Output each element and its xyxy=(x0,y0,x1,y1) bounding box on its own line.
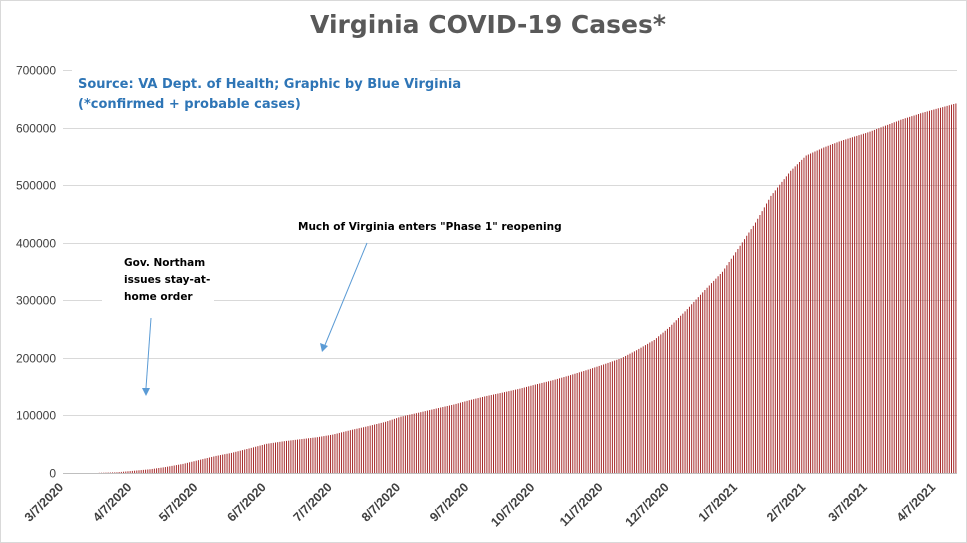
source-text: Source: VA Dept. of Health; Graphic by B… xyxy=(78,77,461,92)
y-tick-label: 300000 xyxy=(16,294,56,308)
y-tick-label: 100000 xyxy=(16,409,56,423)
y-tick-label: 400000 xyxy=(16,237,56,251)
y-tick-label: 0 xyxy=(49,467,56,481)
annotation-line: Much of Virginia enters "Phase 1" reopen… xyxy=(298,221,562,233)
annotation-line: Gov. Northam xyxy=(124,257,205,269)
y-tick-label: 700000 xyxy=(16,64,56,78)
annotation-box xyxy=(102,248,214,306)
annotation-line: issues stay-at- xyxy=(124,274,210,286)
source-note: (*confirmed + probable cases) xyxy=(78,97,301,112)
arrow-head-icon xyxy=(320,343,328,352)
annotation-box xyxy=(290,212,562,242)
arrow-head-icon xyxy=(142,388,150,396)
chart-title: Virginia COVID-19 Cases* xyxy=(310,10,666,39)
source-box-bg xyxy=(72,66,430,116)
y-tick-label: 200000 xyxy=(16,352,56,366)
annotation-stay-at-home: Gov. Northam issues stay-at- home order xyxy=(102,248,214,396)
y-tick-label: 500000 xyxy=(16,179,56,193)
y-axis-ticks: 0 100000 200000 300000 400000 500000 600000 700… xyxy=(16,64,56,481)
annotation-arrow xyxy=(324,242,368,346)
bar-series xyxy=(98,103,957,473)
annotation-phase1: Much of Virginia enters "Phase 1" reopen… xyxy=(290,212,562,352)
source-box: Source: VA Dept. of Health; Graphic by B… xyxy=(72,66,461,116)
annotation-line: home order xyxy=(124,291,193,303)
annotation-arrow xyxy=(145,317,152,389)
y-tick-label: 600000 xyxy=(16,122,56,136)
